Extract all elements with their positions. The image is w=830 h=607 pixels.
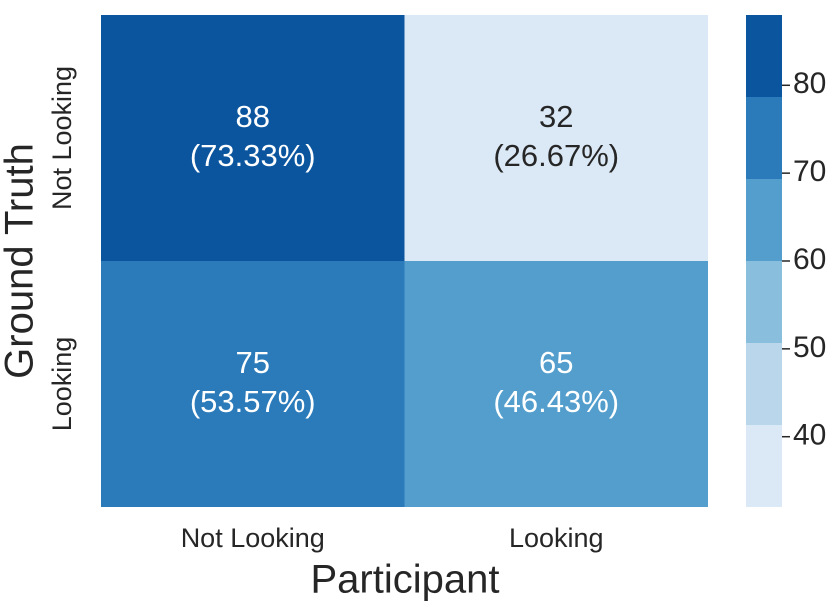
colorbar-segment [746, 97, 782, 179]
heatmap-cell [404, 261, 708, 507]
heatmap-cell [101, 261, 405, 507]
colorbar-segment [746, 343, 782, 425]
cell-value: 65 [539, 345, 573, 380]
colorbar-segment [746, 15, 782, 97]
colorbar-tick-label: 70 [793, 155, 826, 188]
y-axis-label: Ground Truth [0, 143, 42, 379]
cell-value: 32 [539, 99, 573, 134]
x-axis-label: Participant [311, 558, 500, 602]
heatmap-cell [101, 15, 405, 261]
colorbar-tick-label: 80 [793, 67, 826, 100]
x-tick-label: Looking [509, 523, 604, 553]
heatmap-cell [404, 15, 708, 261]
x-tick-label: Not Looking [181, 523, 325, 553]
colorbar-segment [746, 425, 782, 507]
cell-percent: (26.67%) [493, 138, 619, 173]
cell-value: 75 [236, 345, 270, 380]
colorbar-segment [746, 179, 782, 261]
cell-percent: (46.43%) [493, 384, 619, 419]
colorbar-tick-label: 40 [793, 419, 826, 452]
colorbar-tick-label: 60 [793, 243, 826, 276]
colorbar-segment [746, 261, 782, 343]
colorbar-tick-label: 50 [793, 331, 826, 364]
y-tick-label: Looking [47, 337, 77, 432]
cell-percent: (53.57%) [190, 384, 316, 419]
cell-percent: (73.33%) [190, 138, 316, 173]
cell-value: 88 [236, 99, 270, 134]
y-tick-label: Not Looking [47, 66, 77, 210]
